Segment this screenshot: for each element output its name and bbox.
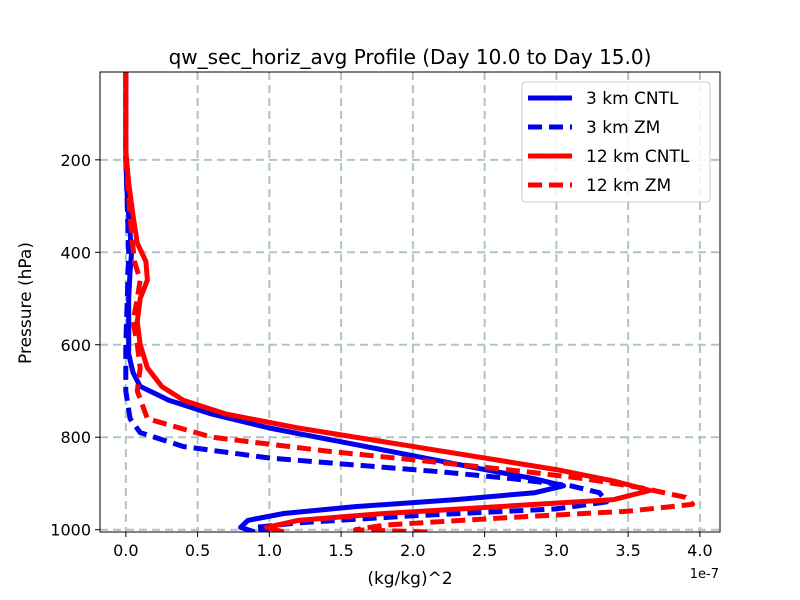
x-tick-label: 3.0 [544,541,569,560]
legend-label-12-km-cntl: 12 km CNTL [586,147,690,167]
x-tick-label: 1.5 [328,541,353,560]
x-tick-label: 2.0 [400,541,425,560]
chart-title: qw_sec_horiz_avg Profile (Day 10.0 to Da… [169,45,652,69]
x-tick-label: 1.0 [257,541,282,560]
y-axis-label: Pressure (hPa) [16,242,36,364]
series-line-12-km-cntl [123,72,653,532]
series-line-3-km-zm [123,72,610,532]
x-tick-label: 2.5 [472,541,497,560]
x-axis-ticks: 0.0 0.5 1.0 1.5 2.0 2.5 3.0 3.5 4.0 [113,532,713,560]
x-axis-label: (kg/kg)^2 [367,569,452,589]
x-tick-label: 3.5 [615,541,640,560]
legend-box [521,81,711,203]
y-tick-label: 800 [60,428,91,447]
x-tick-label: 4.0 [687,541,712,560]
legend: 3 km CNTL 3 km ZM 12 km CNTL 12 km ZM [521,81,711,203]
y-tick-label: 1000 [50,521,91,540]
y-tick-label: 200 [60,151,91,170]
y-tick-label: 400 [60,243,91,262]
y-axis-ticks: 200 400 600 800 1000 [50,151,100,540]
x-axis-offset-label: 1e-7 [690,567,719,582]
x-tick-label: 0.5 [185,541,210,560]
plot-series [123,72,696,532]
y-tick-label: 600 [60,336,91,355]
plot-area-frame [99,71,721,533]
x-tick-label: 0.0 [113,541,138,560]
legend-label-12-km-zm: 12 km ZM [586,176,671,196]
legend-label-3-km-zm: 3 km ZM [586,118,660,138]
legend-label-3-km-cntl: 3 km CNTL [586,89,679,109]
series-line-12-km-zm [123,72,696,532]
